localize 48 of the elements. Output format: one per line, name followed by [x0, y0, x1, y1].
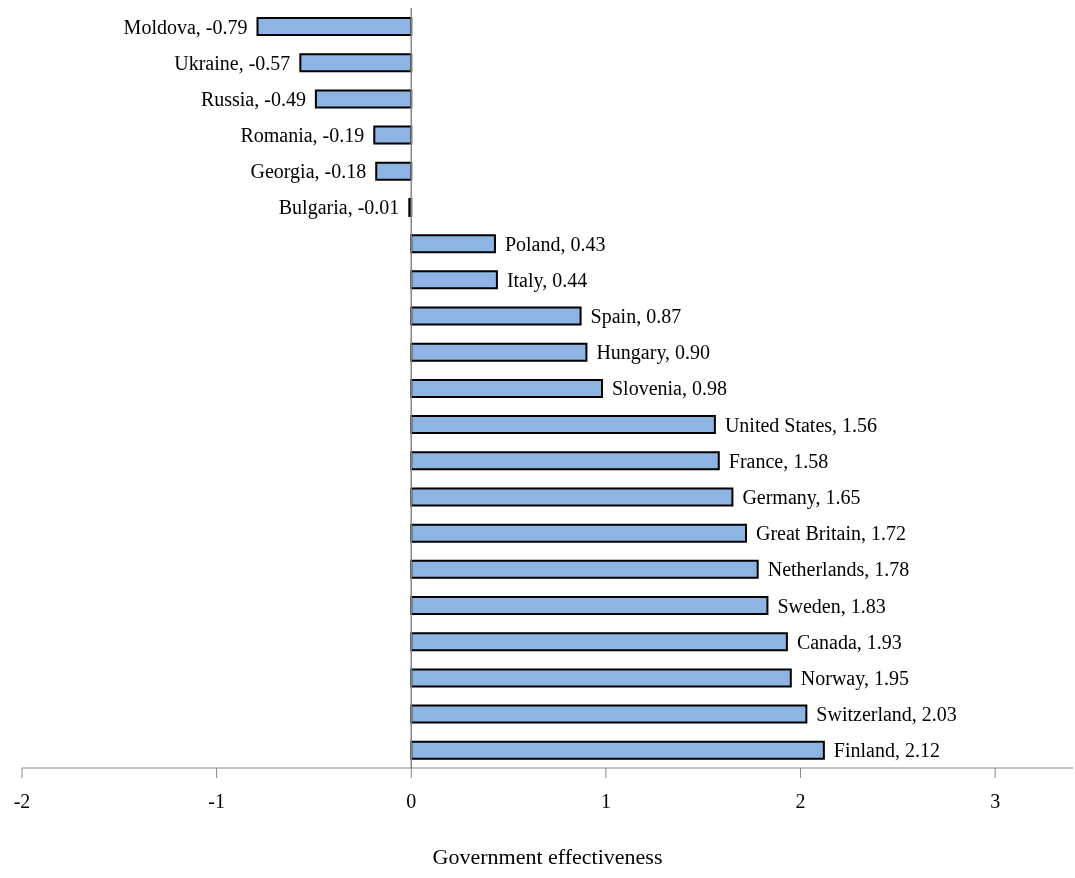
data-label: Romania, -0.19 [240, 124, 365, 147]
bar [314, 89, 413, 109]
data-label: Canada, 1.93 [796, 630, 902, 653]
data-label: Hungary, 0.90 [596, 341, 711, 365]
data-label: France, 1.58 [728, 449, 829, 472]
data-label: Bulgaria, -0.01 [278, 196, 400, 220]
data-label: Sweden, 1.83 [777, 594, 886, 617]
bar [410, 451, 720, 471]
x-tick-label: 3 [990, 790, 1001, 813]
x-tick-label: -2 [13, 790, 31, 813]
bar [410, 487, 734, 507]
data-label: Slovenia, 0.98 [612, 377, 727, 400]
x-tick-label: 1 [600, 790, 611, 813]
data-label: Moldova, -0.79 [123, 15, 248, 38]
bar [410, 523, 748, 543]
data-label: Switzerland, 2.03 [816, 703, 957, 726]
x-axis-title: Government effectiveness [432, 844, 663, 869]
bar [410, 740, 825, 760]
bar [410, 234, 496, 254]
bar [410, 378, 603, 398]
bar [410, 306, 582, 326]
bar [410, 559, 759, 579]
data-label: Norway, 1.95 [800, 666, 909, 690]
bar [410, 342, 588, 362]
x-tick-label: -1 [208, 790, 225, 813]
data-label: Great Britain, 1.72 [756, 522, 906, 545]
data-label: Finland, 2.12 [833, 739, 940, 762]
data-label: Poland, 0.43 [504, 232, 606, 255]
bar [299, 53, 413, 73]
data-label: Georgia, -0.18 [250, 160, 367, 184]
data-label: Russia, -0.49 [200, 87, 306, 110]
data-label: Italy, 0.44 [506, 268, 588, 292]
bar [375, 161, 413, 181]
data-label: Spain, 0.87 [590, 305, 682, 329]
data-label: Ukraine, -0.57 [174, 51, 291, 74]
bar [410, 668, 792, 688]
bar [410, 270, 498, 290]
x-tick-label: 2 [795, 790, 806, 813]
bar [256, 17, 413, 36]
x-tick-label: 0 [406, 790, 417, 813]
bar [410, 596, 769, 616]
data-label: United States, 1.56 [724, 413, 878, 436]
bar [410, 415, 716, 435]
data-label: Netherlands, 1.78 [767, 558, 910, 581]
bar [373, 125, 413, 145]
data-label: Germany, 1.65 [742, 485, 861, 509]
bar [410, 704, 808, 724]
bar [410, 632, 788, 652]
